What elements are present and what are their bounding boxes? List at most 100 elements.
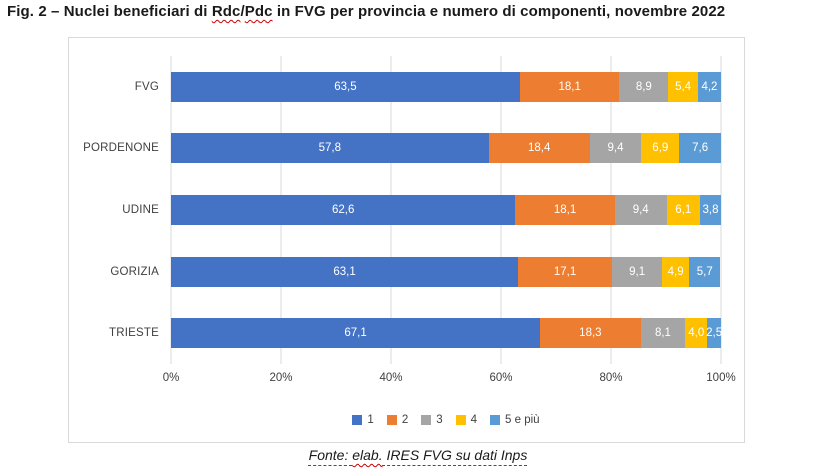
bar-segment-5-e-più: 5,7 [689, 256, 721, 287]
bar-segment-5-e-più: 4,2 [697, 71, 721, 102]
category-label: PORDENONE [83, 142, 159, 155]
bar-value-label: 18,1 [558, 80, 581, 93]
legend-item: 3 [421, 414, 443, 426]
bar-value-label: 18,1 [553, 203, 577, 216]
page-title: Fig. 2 – Nuclei beneficiari di Rdc/Pdc i… [7, 3, 833, 20]
bar-value-label: 5,4 [675, 80, 692, 93]
bar-value-label: 17,1 [553, 265, 577, 278]
legend-swatch [455, 415, 466, 425]
stacked-bar: 67,1 18,3 8,1 4,0 2,5 [171, 318, 723, 349]
bar-segment-4: 4,0 [685, 318, 708, 349]
title-misspelled-word: Pdc [244, 3, 273, 20]
title-text: in FVG per provincia e numero di compone… [272, 3, 726, 20]
bar-value-label: 8,9 [635, 80, 652, 93]
bar-segment-5-e-più: 7,6 [679, 133, 722, 164]
chart-row: 63,5 18,1 8,9 5,4 4,2 [171, 56, 721, 118]
legend-label: 5 e più [505, 414, 540, 426]
bar-value-label: 63,5 [334, 80, 357, 93]
bar-segment-1: 63,1 [171, 256, 519, 287]
x-tick-label: 80% [599, 372, 623, 384]
bar-segment-2: 17,1 [518, 256, 613, 287]
chart-row: 67,1 18,3 8,1 4,0 2,5 [171, 302, 723, 364]
bar-segment-4: 4,9 [662, 256, 690, 287]
x-tick-label: 40% [379, 372, 403, 384]
legend: 1 2 3 4 5 e più [171, 410, 721, 430]
category-label: FVG [134, 80, 159, 93]
bar-segment-1: 63,5 [171, 71, 520, 102]
legend-label: 2 [401, 414, 409, 426]
bar-segment-5-e-più: 3,8 [700, 194, 721, 225]
stacked-bar: 57,8 18,4 9,4 6,9 7,6 [171, 133, 722, 164]
bar-segment-2: 18,1 [519, 71, 620, 102]
bar-segment-2: 18,1 [515, 194, 615, 225]
legend-label: 3 [436, 414, 443, 426]
legend-item: 5 e più [490, 414, 540, 426]
bar-rows: 63,5 18,1 8,9 5,4 4,2 57,8 18,4 9,4 6,9 7,6 62,6 18… [171, 56, 723, 364]
bar-segment-5-e-più: 2,5 [706, 318, 723, 349]
legend-label: 1 [367, 414, 374, 426]
legend-swatch [490, 415, 501, 425]
bar-segment-4: 6,9 [641, 133, 680, 164]
plot-area: 63,5 18,1 8,9 5,4 4,2 57,8 18,4 9,4 6,9 7,6 62,6 18… [170, 56, 723, 364]
bar-segment-3: 9,1 [612, 256, 663, 287]
x-tick-label: 60% [489, 372, 513, 384]
bar-segment-1: 67,1 [171, 318, 541, 349]
legend-item: 4 [455, 414, 478, 426]
legend-item: 2 [386, 414, 409, 426]
gridline [720, 56, 722, 364]
legend-label: 4 [470, 414, 478, 426]
bar-value-label: 67,1 [344, 327, 367, 340]
x-tick-label: 100% [706, 372, 736, 384]
category-label: UDINE [122, 203, 159, 216]
chart-row: 63,1 17,1 9,1 4,9 5,7 [171, 241, 721, 303]
legend-swatch [386, 415, 397, 425]
bar-value-label: 6,9 [652, 142, 669, 155]
x-tick-label: 20% [269, 372, 293, 384]
chart-frame: FVG PORDENONE UDINE GORIZIA TRIESTE 63,5 18,1… [68, 37, 745, 443]
category-label: TRIESTE [109, 327, 159, 340]
bar-value-label: 8,1 [654, 327, 671, 340]
source-misspelled-word: elab. [352, 447, 383, 463]
bar-segment-2: 18,3 [540, 318, 641, 349]
chart-row: 62,6 18,1 9,4 6,1 3,8 [171, 179, 721, 241]
bar-value-label: 9,1 [629, 265, 646, 278]
bar-segment-3: 8,9 [619, 71, 669, 102]
stacked-bar: 63,5 18,1 8,9 5,4 4,2 [171, 71, 721, 102]
legend-swatch [421, 415, 432, 425]
stacked-bar: 63,1 17,1 9,1 4,9 5,7 [171, 256, 721, 287]
source-text: Fonte: [308, 447, 353, 463]
bar-value-label: 3,8 [702, 203, 719, 216]
source-text: IRES FVG su dati Inps [382, 447, 528, 463]
bar-value-label: 4,2 [701, 80, 718, 93]
bar-value-label: 6,1 [675, 203, 692, 216]
bar-value-label: 18,4 [527, 142, 551, 155]
bar-segment-3: 8,1 [640, 318, 686, 349]
bar-segment-4: 5,4 [668, 71, 698, 102]
stacked-bar: 62,6 18,1 9,4 6,1 3,8 [171, 194, 721, 225]
bar-segment-1: 57,8 [171, 133, 489, 164]
legend-swatch [352, 415, 363, 425]
x-tick-label: 0% [162, 372, 180, 384]
bar-value-label: 18,3 [579, 327, 602, 340]
bar-value-label: 9,4 [607, 142, 624, 155]
title-misspelled-word: Rdc [211, 3, 241, 20]
bar-value-label: 7,6 [692, 142, 709, 155]
bar-segment-2: 18,4 [488, 133, 590, 164]
title-text: Fig. 2 – Nuclei beneficiari di [7, 3, 212, 20]
bar-segment-1: 62,6 [171, 194, 516, 225]
bar-value-label: 57,8 [318, 142, 341, 155]
bar-value-label: 62,6 [331, 203, 355, 216]
category-axis: FVG PORDENONE UDINE GORIZIA TRIESTE [69, 56, 159, 364]
source-note: Fonte: elab. IRES FVG su dati Inps [68, 447, 768, 463]
bar-segment-3: 9,4 [614, 194, 667, 225]
bar-value-label: 4,0 [688, 327, 705, 340]
legend-item: 1 [352, 414, 374, 426]
bar-segment-4: 6,1 [666, 194, 701, 225]
bar-value-label: 2,5 [706, 327, 723, 340]
category-label: GORIZIA [110, 265, 159, 278]
bar-value-label: 5,7 [696, 265, 713, 278]
title-text: / [240, 3, 245, 20]
bar-value-label: 9,4 [632, 203, 649, 216]
chart-row: 57,8 18,4 9,4 6,9 7,6 [171, 118, 722, 180]
